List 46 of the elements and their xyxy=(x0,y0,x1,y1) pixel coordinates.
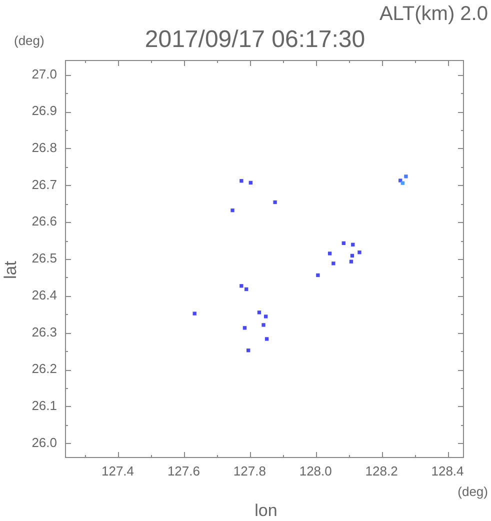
y-tick-label: 26.6 xyxy=(32,214,57,229)
y-tick-label: 26.2 xyxy=(32,361,57,376)
x-tick-label: 128.2 xyxy=(365,463,398,478)
y-tick-label: 26.3 xyxy=(32,324,57,340)
x-tick-label: 128.0 xyxy=(299,463,332,478)
point xyxy=(230,208,234,212)
point xyxy=(351,242,355,246)
point xyxy=(350,254,354,258)
x-tick-label: 128.4 xyxy=(431,463,464,478)
y-tick-label: 26.8 xyxy=(32,140,57,156)
y-tick-label: 27.0 xyxy=(32,66,57,82)
x-axis-title: lon xyxy=(254,501,278,520)
point xyxy=(242,326,247,330)
point xyxy=(248,180,252,185)
point xyxy=(349,260,354,264)
point xyxy=(316,273,320,278)
point xyxy=(240,284,244,288)
y-tick-label: 26.7 xyxy=(32,176,57,192)
point xyxy=(244,287,248,292)
x-tick-label: 127.4 xyxy=(101,463,134,478)
point xyxy=(264,337,269,341)
y-tick-label: 26.5 xyxy=(32,250,57,266)
y-tick-label: 26.0 xyxy=(32,434,57,450)
x-tick-label: 127.8 xyxy=(233,463,266,478)
point xyxy=(332,262,336,266)
x-tick-label: 127.6 xyxy=(167,463,200,478)
point xyxy=(264,314,268,318)
point xyxy=(240,179,244,183)
point xyxy=(400,181,405,185)
text: (deg) xyxy=(458,484,488,499)
point xyxy=(246,348,250,352)
point xyxy=(262,323,266,327)
y-tick-label: 26.9 xyxy=(32,103,57,118)
point xyxy=(328,252,332,256)
point xyxy=(273,200,277,204)
y-tick-label: 26.1 xyxy=(32,398,57,413)
point xyxy=(342,241,346,245)
point xyxy=(192,312,196,316)
point xyxy=(404,174,408,178)
y-axis-title: lat xyxy=(1,260,20,279)
point xyxy=(358,250,362,254)
text: (deg) xyxy=(14,33,44,48)
point xyxy=(257,310,262,314)
y-tick-label: 26.4 xyxy=(32,287,57,302)
chart-title: 2017/09/17 06:17:30 xyxy=(144,26,366,53)
text: ALT(km) 2.0 xyxy=(379,3,488,25)
